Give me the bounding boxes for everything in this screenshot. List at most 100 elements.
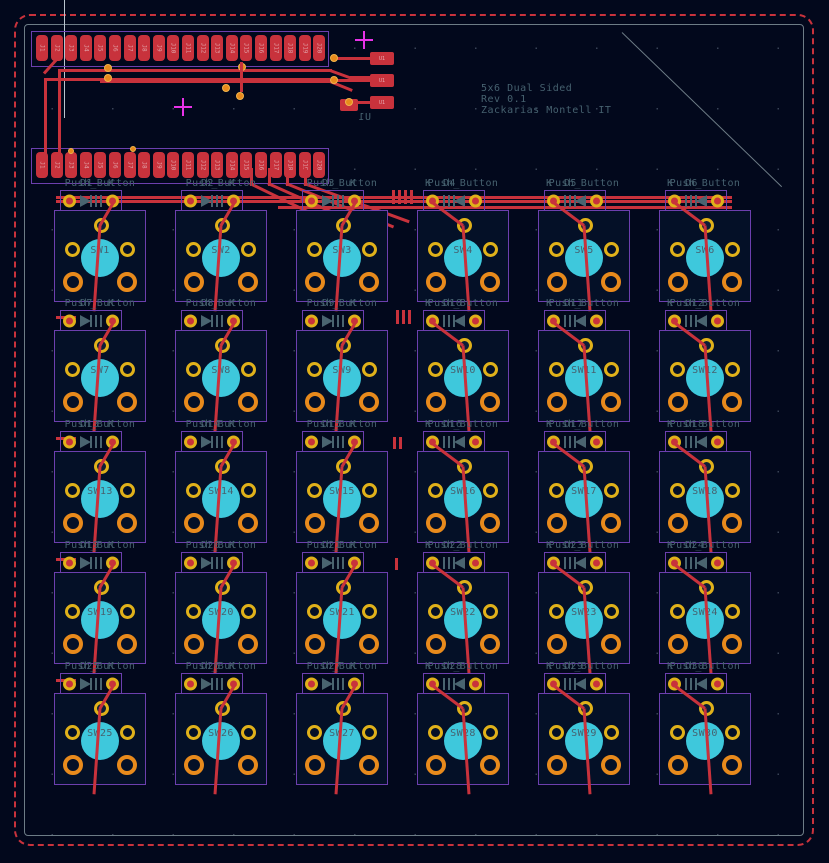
connector-pad[interactable]: J14 — [225, 152, 238, 178]
switch-pad-left[interactable] — [428, 725, 443, 740]
diode-pad-cathode[interactable] — [711, 435, 724, 448]
switch-pad-right[interactable] — [241, 604, 256, 619]
connector-pad[interactable]: J15 — [240, 35, 253, 61]
switch-pad-right[interactable] — [604, 242, 619, 257]
switch-mount-right[interactable] — [117, 634, 137, 654]
connector-pad[interactable]: J11 — [182, 152, 194, 178]
connector-pad[interactable]: J6 — [109, 152, 121, 178]
switch-mount-left[interactable] — [305, 513, 325, 533]
switch-mount-right[interactable] — [238, 634, 258, 654]
switch-mount-right[interactable] — [601, 634, 621, 654]
switch-pad-right[interactable] — [241, 725, 256, 740]
switch-pad-left[interactable] — [307, 242, 322, 257]
switch-mount-left[interactable] — [184, 634, 204, 654]
switch-mount-right[interactable] — [722, 392, 742, 412]
diode-footprint[interactable] — [302, 431, 364, 452]
connector-pad[interactable]: J3 — [65, 152, 78, 178]
switch-footprint[interactable]: SW30 — [659, 693, 751, 785]
switch-mount-left[interactable] — [184, 755, 204, 775]
switch-pad-right[interactable] — [725, 483, 740, 498]
diode-footprint[interactable] — [665, 673, 727, 694]
switch-pad-left[interactable] — [307, 362, 322, 377]
connector-pad[interactable]: J3 — [65, 35, 78, 61]
switch-pad-left[interactable] — [186, 725, 201, 740]
switch-pad-right[interactable] — [241, 483, 256, 498]
switch-mount-left[interactable] — [547, 272, 567, 292]
switch-pad-right[interactable] — [362, 604, 377, 619]
switch-mount-right[interactable] — [722, 634, 742, 654]
switch-pad-left[interactable] — [670, 362, 685, 377]
switch-pad-right[interactable] — [120, 362, 135, 377]
switch-mount-left[interactable] — [305, 755, 325, 775]
diode-pad-cathode[interactable] — [590, 314, 603, 327]
switch-pad-right[interactable] — [483, 242, 498, 257]
switch-pad-left[interactable] — [670, 483, 685, 498]
diode-pad-cathode[interactable] — [590, 556, 603, 569]
switch-pad-right[interactable] — [241, 362, 256, 377]
switch-pad-left[interactable] — [65, 362, 80, 377]
switch-mount-right[interactable] — [480, 755, 500, 775]
switch-pad-right[interactable] — [362, 725, 377, 740]
diode-pad-anode[interactable] — [305, 677, 318, 690]
switch-pad-right[interactable] — [725, 725, 740, 740]
switch-mount-left[interactable] — [63, 513, 83, 533]
switch-pad-right[interactable] — [483, 483, 498, 498]
diode-pad-anode[interactable] — [305, 194, 318, 207]
switch-mount-right[interactable] — [722, 513, 742, 533]
diode-pad-anode[interactable] — [305, 435, 318, 448]
switch-pad-right[interactable] — [604, 483, 619, 498]
switch-pad-left[interactable] — [670, 725, 685, 740]
switch-mount-right[interactable] — [238, 513, 258, 533]
switch-footprint[interactable]: SW3 — [296, 210, 388, 302]
connector-pad[interactable]: J12 — [196, 152, 209, 178]
connector-pad[interactable]: J17 — [269, 152, 282, 178]
switch-mount-left[interactable] — [426, 634, 446, 654]
switch-mount-right[interactable] — [117, 392, 137, 412]
switch-pad-right[interactable] — [241, 242, 256, 257]
switch-mount-right[interactable] — [238, 755, 258, 775]
switch-pad-right[interactable] — [725, 604, 740, 619]
switch-pad-left[interactable] — [186, 242, 201, 257]
switch-footprint[interactable]: SW29 — [538, 693, 630, 785]
switch-pad-left[interactable] — [549, 604, 564, 619]
connector-pad[interactable]: J8 — [138, 35, 151, 61]
connector-pad[interactable]: J11 — [182, 35, 194, 61]
connector-pad[interactable]: J2 — [50, 152, 63, 178]
connector-pad[interactable]: J10 — [167, 152, 180, 178]
switch-mount-right[interactable] — [480, 634, 500, 654]
switch-pad-left[interactable] — [428, 483, 443, 498]
diode-pad-cathode[interactable] — [469, 435, 482, 448]
connector-pad[interactable]: J5 — [94, 152, 107, 178]
connector-pad[interactable]: J1 — [36, 152, 48, 178]
switch-mount-left[interactable] — [305, 634, 325, 654]
connector-pad[interactable]: J16 — [255, 152, 267, 178]
switch-mount-left[interactable] — [63, 755, 83, 775]
diode-pad-cathode[interactable] — [590, 435, 603, 448]
switch-pad-right[interactable] — [362, 483, 377, 498]
diode-pad-cathode[interactable] — [711, 556, 724, 569]
smd-pad[interactable]: U1 — [370, 74, 394, 87]
switch-pad-left[interactable] — [186, 483, 201, 498]
switch-mount-right[interactable] — [601, 392, 621, 412]
switch-pad-right[interactable] — [362, 362, 377, 377]
connector-pad[interactable]: J8 — [138, 152, 151, 178]
connector-pad[interactable]: J2 — [50, 35, 63, 61]
switch-mount-left[interactable] — [547, 513, 567, 533]
switch-pad-left[interactable] — [186, 362, 201, 377]
switch-mount-left[interactable] — [63, 272, 83, 292]
switch-pad-left[interactable] — [670, 604, 685, 619]
switch-pad-left[interactable] — [549, 242, 564, 257]
diode-pad-cathode[interactable] — [469, 194, 482, 207]
connector-pad[interactable]: J16 — [255, 35, 267, 61]
diode-pad-cathode[interactable] — [469, 556, 482, 569]
switch-mount-right[interactable] — [601, 513, 621, 533]
switch-mount-right[interactable] — [359, 634, 379, 654]
connector-pad[interactable]: J7 — [123, 35, 136, 61]
diode-pad-anode[interactable] — [305, 314, 318, 327]
switch-mount-left[interactable] — [184, 392, 204, 412]
switch-pad-left[interactable] — [65, 483, 80, 498]
diode-pad-anode[interactable] — [184, 677, 197, 690]
switch-mount-right[interactable] — [117, 755, 137, 775]
connector-pad[interactable]: J7 — [123, 152, 136, 178]
